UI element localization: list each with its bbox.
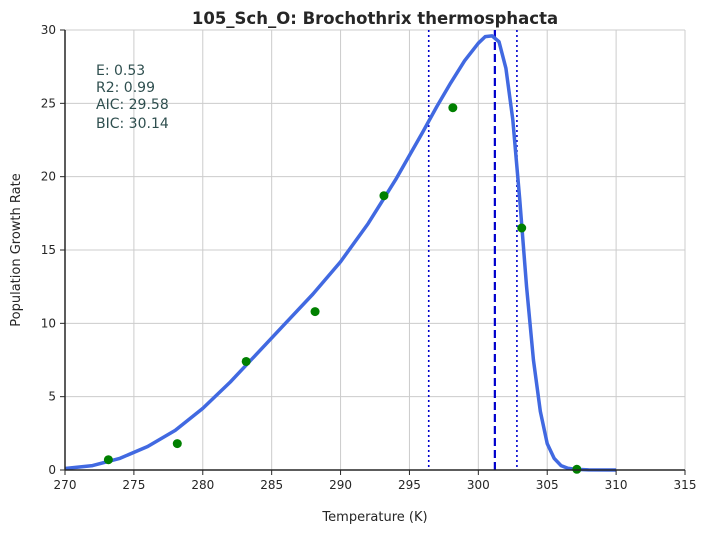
data-point (448, 103, 458, 113)
y-tick-label: 5 (48, 390, 56, 404)
fit-curve (64, 34, 617, 472)
data-point (241, 356, 251, 366)
data-point (172, 439, 182, 449)
data-point (379, 191, 389, 201)
x-tick-label: 310 (605, 478, 628, 492)
y-tick-labels: 0 5 10 15 20 25 30 (41, 23, 65, 477)
data-point (310, 307, 320, 317)
x-tick-label: 295 (398, 478, 421, 492)
y-tick-label: 20 (41, 170, 56, 184)
y-tick-label: 25 (41, 96, 56, 110)
x-tick-label: 290 (329, 478, 352, 492)
x-tick-label: 285 (260, 478, 283, 492)
x-tick-label: 280 (191, 478, 214, 492)
fit-statistics: E: 0.53 R2: 0.99 AIC: 29.58 BIC: 30.14 (96, 63, 169, 132)
x-axis-label: Temperature (K) (321, 510, 427, 525)
y-tick-label: 15 (41, 243, 56, 257)
data-points (103, 103, 582, 474)
fit-curve-line (64, 34, 617, 472)
y-tick-label: 30 (41, 23, 56, 37)
x-tick-label: 275 (122, 478, 145, 492)
x-tick-label: 270 (54, 478, 77, 492)
x-tick-label: 315 (674, 478, 697, 492)
stat-e: E: 0.53 (96, 63, 145, 79)
stat-bic: BIC: 30.14 (96, 116, 169, 132)
chart-title: 105_Sch_O: Brochothrix thermosphacta (192, 9, 558, 28)
y-axis-label: Population Growth Rate (9, 173, 24, 326)
data-point (517, 223, 527, 233)
y-tick-label: 10 (41, 316, 56, 330)
stat-aic: AIC: 29.58 (96, 97, 169, 113)
data-point (103, 455, 113, 465)
y-tick-label: 0 (48, 463, 56, 477)
reference-lines (427, 30, 518, 470)
x-tick-label: 300 (467, 478, 490, 492)
stat-r2: R2: 0.99 (96, 80, 155, 96)
grid (64, 29, 686, 471)
x-tick-label: 305 (536, 478, 559, 492)
x-tick-labels: 270 275 280 285 290 295 300 305 310 315 (54, 470, 697, 492)
